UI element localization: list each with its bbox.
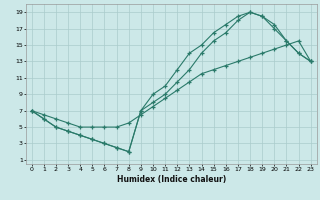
- X-axis label: Humidex (Indice chaleur): Humidex (Indice chaleur): [116, 175, 226, 184]
